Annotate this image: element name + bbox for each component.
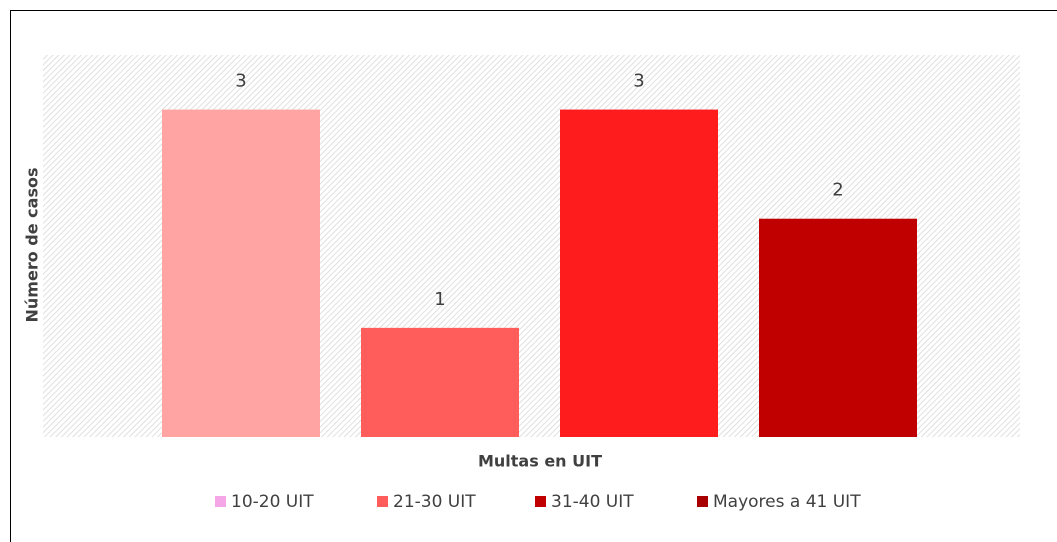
legend-label: 31-40 UIT bbox=[551, 492, 634, 512]
bar bbox=[560, 109, 718, 438]
legend-label: 10-20 UIT bbox=[231, 492, 314, 512]
x-axis-label: Multas en UIT bbox=[478, 452, 602, 471]
bar bbox=[759, 218, 917, 437]
data-label: 3 bbox=[235, 71, 246, 92]
y-axis-label: Número de casos bbox=[23, 168, 42, 323]
legend-label: 21-30 UIT bbox=[393, 492, 476, 512]
bar bbox=[361, 327, 519, 437]
bar bbox=[162, 109, 320, 438]
data-label: 2 bbox=[832, 180, 843, 201]
legend-swatch bbox=[215, 496, 226, 507]
legend-label: Mayores a 41 UIT bbox=[713, 492, 861, 512]
legend-swatch bbox=[377, 496, 388, 507]
legend-swatch bbox=[535, 496, 546, 507]
data-label: 3 bbox=[633, 71, 644, 92]
legend-swatch bbox=[697, 496, 708, 507]
data-label: 1 bbox=[434, 289, 445, 310]
frame bbox=[10, 10, 1057, 542]
